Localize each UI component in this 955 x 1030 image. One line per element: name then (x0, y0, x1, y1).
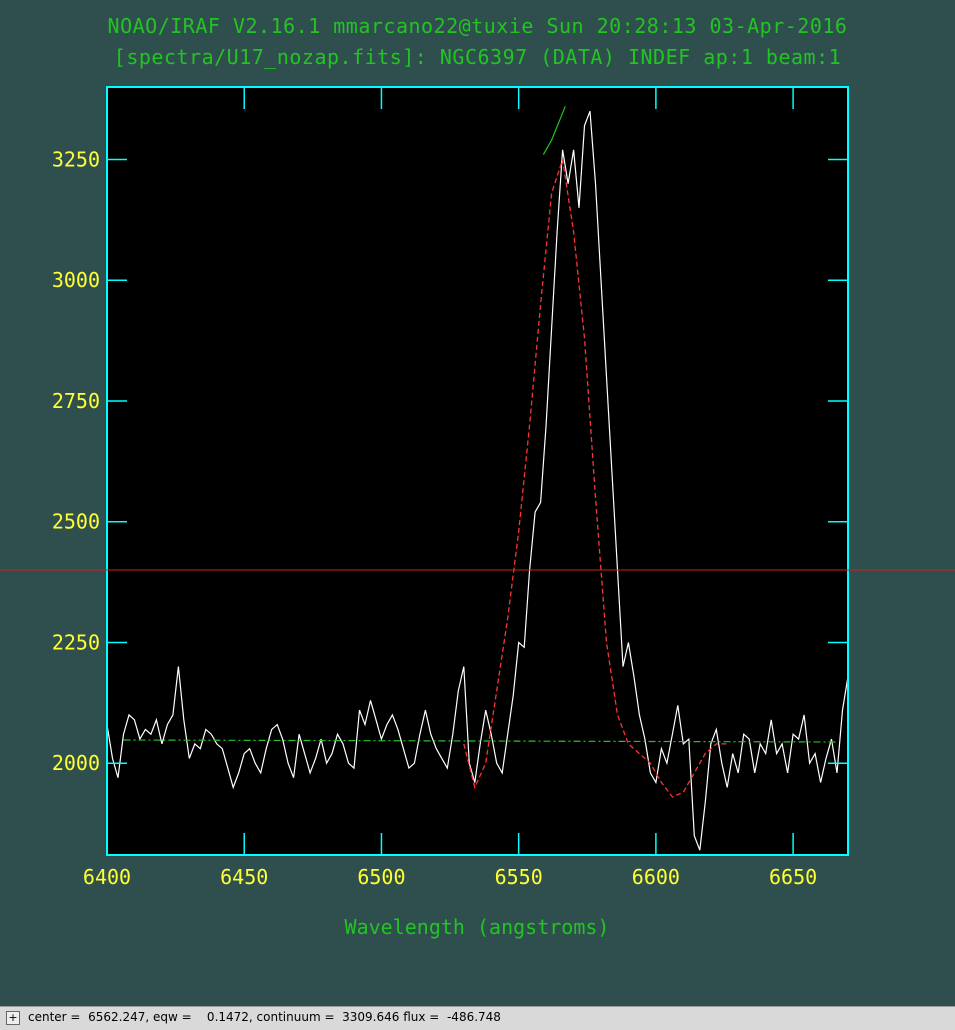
x-tick-label: 6400 (83, 865, 131, 889)
y-tick-label: 2250 (52, 630, 100, 654)
status-bar: + center = 6562.247, eqw = 0.1472, conti… (0, 1006, 955, 1030)
series-fit-line (463, 159, 728, 798)
x-tick-label: 6550 (495, 865, 543, 889)
expand-toggle-button[interactable]: + (6, 1011, 20, 1025)
series-spectrum-line (106, 110, 849, 851)
status-text: center = 6562.247, eqw = 0.1472, continu… (28, 1010, 501, 1024)
axes-group (106, 86, 849, 856)
x-axis-label: Wavelength (angstroms) (345, 915, 610, 939)
series-group (106, 106, 849, 851)
spectrum-plot[interactable]: 6400 6450 6500 6550 6600 6650 2000 2250 2500 2750… (0, 0, 955, 1006)
x-tick-label: 6650 (769, 865, 817, 889)
x-tick-label: 6600 (632, 865, 680, 889)
x-tick-label: 6450 (220, 865, 268, 889)
y-tick-label: 3000 (52, 268, 100, 292)
series-continuum-line (123, 739, 838, 743)
y-tick-label: 2000 (52, 751, 100, 775)
ticks-group: 6400 6450 6500 6550 6600 6650 2000 2250 2500 2750… (52, 87, 848, 889)
plot-subtitle: [spectra/U17_nozap.fits]: NGC6397 (DATA)… (113, 45, 842, 69)
plot-frame (106, 86, 849, 856)
series-peak-fit-line (542, 106, 566, 155)
y-tick-label: 2750 (52, 389, 100, 413)
plot-area (107, 87, 848, 855)
y-tick-label: 3250 (52, 147, 100, 171)
plot-title: NOAO/IRAF V2.16.1 mmarcano22@tuxie Sun 2… (107, 14, 848, 38)
y-tick-label: 2500 (52, 510, 100, 534)
x-tick-label: 6500 (357, 865, 405, 889)
